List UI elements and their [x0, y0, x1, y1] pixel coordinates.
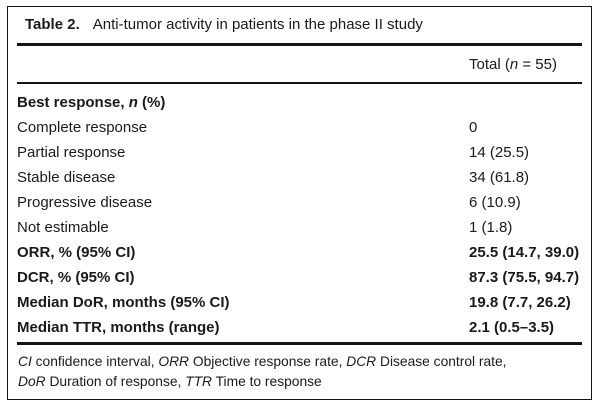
row-label: Progressive disease	[17, 193, 153, 211]
row-value: 87.3 (75.5, 94.7)	[469, 268, 580, 286]
table-header-row: Total (n = 55)	[17, 46, 582, 82]
table-row: Partial response 14 (25.5)	[17, 140, 582, 165]
table-row: Median TTR, months (range) 2.1 (0.5–3.5)	[17, 315, 582, 340]
table-row: DCR, % (95% CI) 87.3 (75.5, 94.7)	[17, 265, 582, 290]
table-row: ORR, % (95% CI) 25.5 (14.7, 39.0)	[17, 240, 582, 265]
rule-below-header	[17, 82, 582, 84]
row-label: Best response, n (%)	[17, 93, 166, 111]
table-label: Table 2.	[25, 16, 80, 33]
row-value: 25.5 (14.7, 39.0)	[469, 243, 580, 261]
table-2-card: Table 2. Anti-tumor activity in patients …	[7, 6, 592, 400]
table-row: Not estimable 1 (1.8)	[17, 215, 582, 240]
row-label: ORR, % (95% CI)	[17, 243, 136, 261]
row-label: Median DoR, months (95% CI)	[17, 293, 230, 311]
table-footnote: CI confidence interval, ORR Objective re…	[18, 352, 582, 392]
row-label: Not estimable	[17, 218, 109, 236]
table-row: Median DoR, months (95% CI) 19.8 (7.7, 26…	[17, 290, 582, 315]
table-row: Best response, n (%)	[17, 90, 582, 115]
column-header-total: Total (n = 55)	[469, 55, 557, 73]
row-value: 34 (61.8)	[469, 168, 530, 186]
row-label: Median TTR, months (range)	[17, 318, 220, 336]
row-label: DCR, % (95% CI)	[17, 268, 135, 286]
table-caption: Anti-tumor activity in patients in the p…	[92, 16, 423, 33]
table-row: Complete response 0	[17, 115, 582, 140]
table-body: Best response, n (%) Complete response 0 Pa…	[17, 84, 582, 342]
table-row: Stable disease 34 (61.8)	[17, 165, 582, 190]
footnote-line-2: DoR Duration of response, TTR Time to re…	[18, 373, 322, 389]
footnote-line-1: CI confidence interval, ORR Objective re…	[18, 353, 507, 369]
row-label: Complete response	[17, 118, 148, 136]
rule-bottom-thick	[17, 341, 582, 345]
rule-top-thick	[17, 43, 582, 46]
row-value: 2.1 (0.5–3.5)	[469, 318, 555, 336]
row-value: 19.8 (7.7, 26.2)	[469, 293, 571, 311]
table-row: Progressive disease 6 (10.9)	[17, 190, 582, 215]
row-label: Stable disease	[17, 168, 116, 186]
row-value: 0	[469, 118, 478, 136]
row-value: 6 (10.9)	[469, 193, 521, 211]
row-value: 14 (25.5)	[469, 143, 530, 161]
row-value: 1 (1.8)	[469, 218, 513, 236]
row-label: Partial response	[17, 143, 126, 161]
table-title: Table 2. Anti-tumor activity in patients …	[25, 14, 582, 36]
